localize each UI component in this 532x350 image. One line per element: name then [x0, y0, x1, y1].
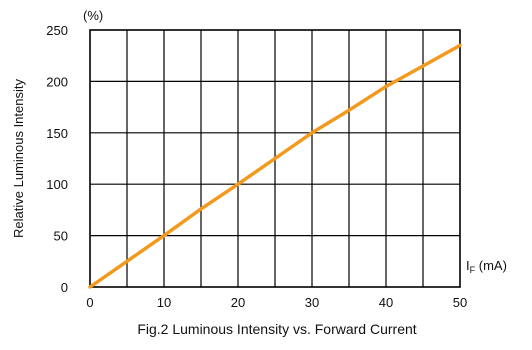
y-unit-label: (%): [83, 8, 103, 23]
x-tick-label: 20: [231, 295, 245, 310]
x-tick-label: 40: [379, 295, 393, 310]
series-line-0: [88, 43, 462, 289]
y-tick-label: 100: [46, 177, 68, 192]
x-tick-label: 30: [305, 295, 319, 310]
y-tick-label: 150: [46, 126, 68, 141]
y-axis-label: Relative Luminous Intensity: [11, 79, 26, 238]
series-group: [88, 43, 462, 289]
x-tick-label: 0: [86, 295, 93, 310]
x-axis-label-main: I: [466, 258, 470, 273]
x-axis-label-unit: (mA): [475, 258, 507, 273]
x-tick-label: 10: [157, 295, 171, 310]
plot-frame: [89, 29, 461, 288]
chart-title: Fig.2 Luminous Intensity vs. Forward Cur…: [137, 321, 416, 337]
x-axis-label-subscript: F: [470, 265, 476, 275]
x-axis-label: IF (mA): [466, 258, 507, 275]
y-tick-label: 250: [46, 23, 68, 38]
y-tick-label: 0: [61, 280, 68, 295]
tick-labels: 0 10 20 30 40 50 0 50 100 150 200 250: [46, 23, 467, 310]
x-tick-label: 50: [453, 295, 467, 310]
y-tick-label: 50: [54, 229, 68, 244]
y-tick-label: 200: [46, 74, 68, 89]
